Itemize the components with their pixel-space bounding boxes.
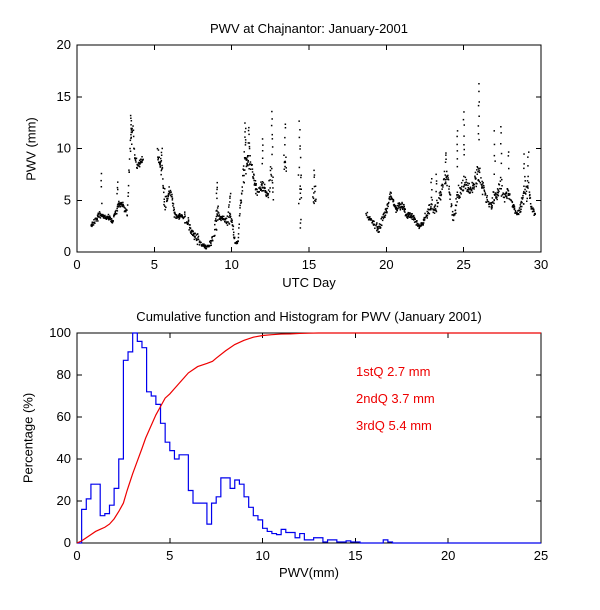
axes-box	[76, 44, 542, 253]
x-tick-label: 15	[302, 257, 316, 272]
x-tick-label: 25	[534, 548, 548, 563]
y-tick-label: 15	[57, 89, 71, 104]
bottom-x-axis-label: PWV(mm)	[279, 565, 339, 580]
y-tick-label: 20	[57, 493, 71, 508]
x-tick-label: 0	[73, 257, 80, 272]
bottom-y-axis-label: Percentage (%)	[20, 392, 36, 484]
y-tick-label: 0	[64, 535, 71, 550]
quartile-annotation-1: 1stQ 2.7 mm	[356, 364, 431, 379]
top-y-axis-label: PWV (mm)	[23, 117, 39, 181]
y-tick-label: 10	[57, 141, 71, 156]
top-x-axis-label: UTC Day	[282, 275, 336, 290]
scatter-points	[90, 83, 536, 250]
top-plot-title: PWV at Chajnantor: January-2001	[210, 21, 408, 36]
quartile-annotation-3: 3rdQ 5.4 mm	[356, 418, 432, 433]
y-tick-label: 0	[64, 244, 71, 259]
histogram-step-line	[77, 332, 541, 544]
y-tick-label: 80	[57, 367, 71, 382]
x-tick-label: 30	[534, 257, 548, 272]
x-tick-label: 25	[456, 257, 470, 272]
x-tick-label: 20	[441, 548, 455, 563]
x-tick-label: 5	[151, 257, 158, 272]
x-tick-label: 0	[73, 548, 80, 563]
y-tick-label: 5	[64, 192, 71, 207]
x-tick-label: 10	[255, 548, 269, 563]
y-tick-label: 60	[57, 409, 71, 424]
x-tick-label: 5	[166, 548, 173, 563]
x-tick-label: 10	[224, 257, 238, 272]
y-tick-label: 40	[57, 451, 71, 466]
quartile-annotation-2: 2ndQ 3.7 mm	[356, 391, 435, 406]
bottom-plot-title: Cumulative function and Histogram for PW…	[136, 309, 482, 324]
y-tick-label: 20	[57, 37, 71, 52]
cumulative-curve	[76, 332, 541, 544]
x-tick-label: 15	[348, 548, 362, 563]
y-tick-label: 100	[49, 325, 71, 340]
x-tick-label: 20	[379, 257, 393, 272]
